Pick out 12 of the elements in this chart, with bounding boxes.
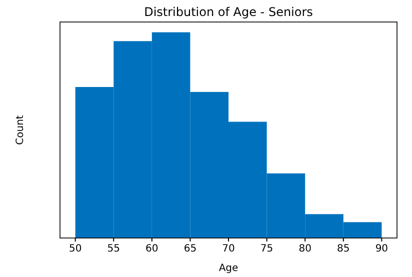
chart-title: Distribution of Age - Seniors	[144, 5, 313, 19]
x-tick-label: 50	[68, 244, 82, 255]
y-axis-title: Count	[15, 115, 26, 145]
x-tick-label: 75	[260, 244, 274, 255]
x-tick-label: 60	[146, 244, 158, 255]
x-tick-label: 80	[298, 244, 312, 255]
x-tick-label: 70	[222, 244, 235, 255]
x-tick-label: 90	[375, 244, 388, 255]
x-tick-label: 55	[107, 244, 120, 255]
x-axis-title: Age	[218, 263, 238, 274]
x-tick-label: 85	[337, 244, 350, 255]
x-tick-label: 65	[184, 244, 197, 255]
